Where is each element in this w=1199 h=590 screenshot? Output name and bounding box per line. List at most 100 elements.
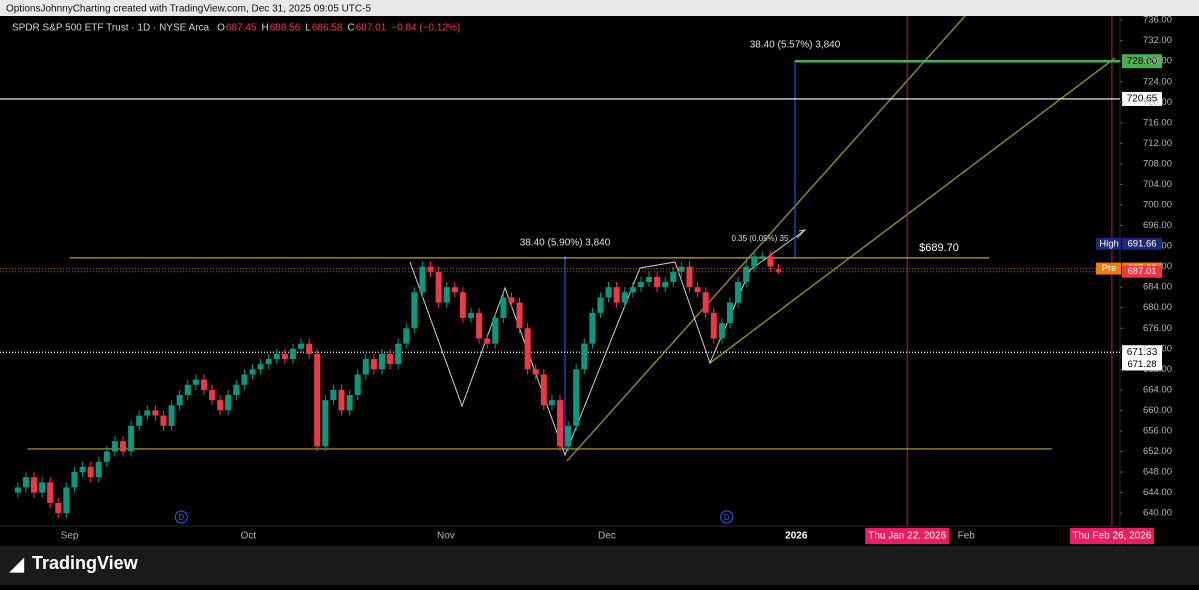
candle-body bbox=[362, 359, 369, 375]
price-tag-name: High bbox=[1099, 238, 1119, 249]
candle-body bbox=[370, 359, 377, 370]
candle-body bbox=[476, 312, 483, 339]
y-tick-label: 724.00 bbox=[1143, 76, 1172, 87]
candle-body bbox=[435, 271, 442, 303]
candle-body bbox=[378, 353, 385, 370]
candle-body bbox=[484, 338, 491, 344]
dividend-label: D bbox=[724, 513, 730, 522]
candle-body bbox=[419, 266, 426, 293]
candle-body bbox=[322, 400, 329, 447]
y-tick-label: 708.00 bbox=[1143, 158, 1172, 169]
candle-body bbox=[686, 266, 693, 288]
y-tick-label: 672.00 bbox=[1143, 343, 1172, 354]
footer-logo: TradingView bbox=[32, 553, 139, 573]
y-tick-label: 664.00 bbox=[1143, 384, 1172, 395]
candle-body bbox=[71, 472, 78, 488]
y-tick-label: 644.00 bbox=[1143, 487, 1172, 498]
price-tag-label: 720.65 bbox=[1127, 94, 1158, 105]
candle-body bbox=[467, 312, 474, 318]
price-tag-name-box bbox=[1096, 237, 1121, 250]
x-tick-label: 2026 bbox=[785, 531, 808, 542]
logo-mark: ◢ bbox=[9, 554, 25, 574]
candle-body bbox=[637, 282, 644, 288]
candle-body bbox=[63, 487, 70, 514]
y-tick-label: 716.00 bbox=[1143, 117, 1172, 128]
candle-body bbox=[573, 369, 580, 426]
candle-body bbox=[411, 292, 418, 329]
candle-body bbox=[217, 400, 224, 411]
dividend-marker bbox=[174, 510, 188, 524]
x-tick-label: Nov bbox=[437, 531, 455, 542]
measure-label: 38.40 (5.57%) 3,840 bbox=[750, 40, 841, 51]
candle-body bbox=[209, 389, 216, 401]
y-tick-label: 676.00 bbox=[1143, 323, 1172, 334]
dividend-label: D bbox=[178, 513, 184, 522]
candle-body bbox=[459, 292, 466, 318]
candle-body bbox=[152, 410, 159, 416]
channel-line bbox=[709, 57, 1116, 364]
candle-body bbox=[136, 415, 143, 426]
price-tag-name-box bbox=[1096, 262, 1121, 275]
price-tag-label: 687.01 bbox=[1127, 266, 1156, 277]
candle-body bbox=[192, 379, 199, 385]
candle-body bbox=[233, 384, 240, 396]
candle-body bbox=[775, 269, 782, 272]
footer bbox=[0, 546, 1199, 585]
candle-body bbox=[314, 353, 321, 447]
dividend-marker bbox=[720, 510, 734, 524]
candle-body bbox=[443, 287, 450, 303]
candle-body bbox=[451, 287, 458, 293]
candle-body bbox=[662, 282, 669, 288]
ohlc-value: 688.56 bbox=[270, 23, 301, 34]
change: −0.84 (−0.12%) bbox=[391, 23, 460, 34]
y-tick-label: 680.00 bbox=[1143, 302, 1172, 313]
y-tick-label: 640.00 bbox=[1143, 508, 1172, 519]
candle-body bbox=[95, 461, 102, 478]
y-tick-label: 696.00 bbox=[1143, 220, 1172, 231]
top-bar bbox=[0, 0, 1199, 16]
x-tick-label: Sep bbox=[61, 531, 79, 542]
attribution: OptionsJohnnyCharting created with Tradi… bbox=[6, 4, 371, 15]
candle-body bbox=[516, 302, 523, 329]
y-tick-label: 704.00 bbox=[1143, 179, 1172, 190]
candle-body bbox=[128, 425, 135, 452]
candle-body bbox=[403, 328, 410, 344]
price-tag-name: Pre bbox=[1102, 263, 1117, 274]
candle-body bbox=[289, 348, 296, 360]
candle-body bbox=[22, 477, 29, 488]
channel-line bbox=[566, 15, 966, 462]
candle-body bbox=[387, 353, 394, 365]
candle-body bbox=[14, 487, 21, 493]
candle-body bbox=[144, 410, 151, 416]
y-tick-label: 652.00 bbox=[1143, 446, 1172, 457]
x-tick-label: Dec bbox=[598, 531, 616, 542]
y-tick-label: 700.00 bbox=[1143, 200, 1172, 211]
candle-body bbox=[629, 287, 636, 293]
candle-body bbox=[338, 389, 345, 411]
candle-body bbox=[500, 297, 507, 318]
ohlc-value: 687.01 bbox=[356, 23, 387, 34]
price-tag-label: 671.33 bbox=[1127, 347, 1158, 358]
ohlc-label: O bbox=[217, 23, 225, 34]
price-tag-label: 691.66 bbox=[1127, 238, 1156, 249]
y-tick-label: 728.00 bbox=[1143, 56, 1172, 67]
candle-body bbox=[654, 276, 661, 288]
event-tag bbox=[865, 528, 950, 544]
candle-body bbox=[30, 477, 37, 493]
candle-body bbox=[281, 353, 288, 360]
candle-body bbox=[330, 389, 337, 401]
candle-body bbox=[694, 287, 701, 293]
candle-body bbox=[257, 364, 264, 370]
candle-body bbox=[87, 466, 94, 478]
candle-body bbox=[346, 395, 353, 411]
ohlc-label: L bbox=[305, 23, 311, 34]
symbol: SPDR S&P 500 ETF Trust · 1D · NYSE Arca bbox=[12, 23, 210, 34]
price-tag bbox=[1122, 358, 1162, 371]
candle-body bbox=[395, 343, 402, 365]
y-tick-label: 656.00 bbox=[1143, 425, 1172, 436]
candle-body bbox=[702, 292, 709, 313]
price-tag bbox=[1122, 91, 1162, 106]
price-tag bbox=[1122, 237, 1162, 250]
